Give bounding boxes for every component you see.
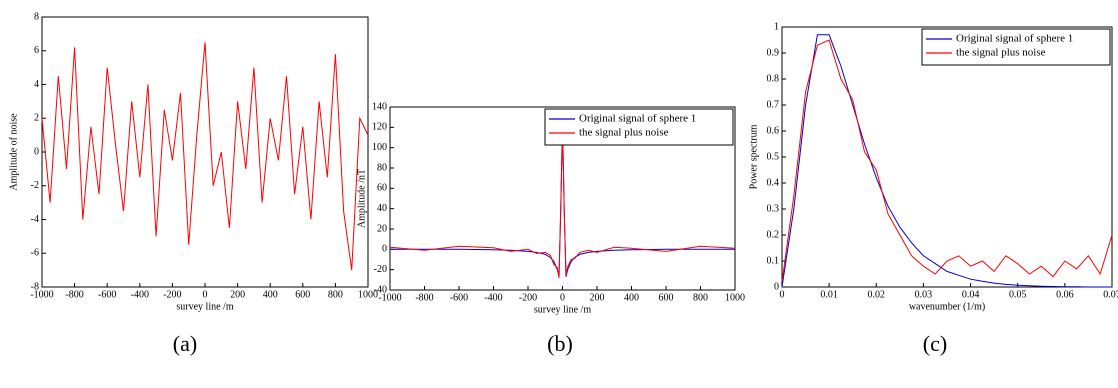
y-tick-label: 0	[382, 244, 387, 255]
x-tick-label: 200	[590, 292, 605, 303]
x-tick-label: 600	[659, 292, 674, 303]
y-tick-label: 8	[34, 11, 39, 22]
y-tick-label: -6	[31, 248, 39, 259]
y-tick-label: 0.4	[767, 177, 780, 188]
y-tick-label: 0	[774, 281, 779, 292]
plot-area	[781, 26, 1113, 288]
x-tick-label: 400	[624, 292, 639, 303]
y-tick-label: 60	[377, 183, 387, 194]
x-tick-label: 1000	[725, 292, 745, 303]
data-line	[781, 34, 1112, 288]
x-tick-label: 0	[203, 289, 208, 300]
y-tick-label: 80	[377, 162, 387, 173]
x-tick-label: 0.05	[1009, 289, 1027, 300]
y-tick-label: 0.1	[767, 255, 780, 266]
y-tick-label: -8	[31, 281, 39, 292]
legend-box	[921, 28, 1111, 66]
y-tick-label: 2	[34, 113, 39, 124]
y-axis-label: Power spectrum	[748, 124, 759, 189]
x-tick-label: 0.01	[820, 289, 838, 300]
legend-label: the signal plus noise	[579, 127, 669, 139]
x-tick-label: 600	[295, 289, 310, 300]
y-tick-label: -40	[374, 284, 387, 295]
y-tick-label: 0.3	[767, 203, 780, 214]
y-tick-label: 40	[377, 203, 387, 214]
x-tick-label: 0	[780, 289, 785, 300]
x-tick-label: -200	[519, 292, 537, 303]
y-axis-label: Amplitude /nT	[356, 169, 367, 228]
caption: (a)	[173, 331, 197, 356]
y-tick-label: 4	[34, 79, 39, 90]
y-axis-label: Amplitude of noise	[8, 113, 19, 191]
x-tick-label: -600	[98, 289, 116, 300]
x-tick-label: 200	[230, 289, 245, 300]
x-axis-label: survey line /m	[534, 304, 591, 315]
x-tick-label: -1000	[378, 292, 401, 303]
x-tick-label: -1000	[30, 289, 53, 300]
x-tick-label: 0.07	[1103, 289, 1118, 300]
y-tick-label: 0.7	[767, 99, 780, 110]
y-tick-label: 0.2	[767, 229, 780, 240]
x-tick-label: 800	[693, 292, 708, 303]
x-tick-label: -400	[484, 292, 502, 303]
x-tick-label: -400	[131, 289, 149, 300]
x-tick-label: -200	[163, 289, 181, 300]
data-line	[389, 125, 736, 278]
legend-label: the signal plus noise	[956, 47, 1046, 59]
legend-label: Original signal of sphere 1	[579, 113, 696, 125]
y-tick-label: 20	[377, 223, 387, 234]
x-tick-label: 0.03	[915, 289, 933, 300]
y-tick-label: 0.5	[767, 151, 780, 162]
x-tick-label: 800	[328, 289, 343, 300]
x-tick-label: 0	[560, 292, 565, 303]
y-tick-label: 0.9	[767, 47, 780, 58]
x-tick-label: -800	[65, 289, 83, 300]
x-tick-label: 0.02	[868, 289, 886, 300]
caption: (b)	[547, 331, 573, 356]
plot-area	[41, 16, 369, 288]
y-tick-label: 0.6	[767, 125, 780, 136]
data-line	[781, 39, 1113, 282]
x-tick-label: 0.06	[1056, 289, 1074, 300]
y-tick-label: 100	[372, 142, 387, 153]
y-tick-label: 1	[774, 21, 779, 32]
legend-label: Original signal of sphere 1	[956, 33, 1073, 45]
x-tick-label: 1000	[358, 289, 378, 300]
legend-box	[544, 108, 734, 146]
x-axis-label: wavenumber (1/m)	[909, 301, 985, 312]
y-tick-label: 0.8	[767, 73, 780, 84]
data-line	[41, 42, 369, 271]
y-tick-label: 6	[34, 45, 39, 56]
y-tick-label: 0	[34, 146, 39, 157]
y-tick-label: -2	[31, 180, 39, 191]
x-axis-label: survey line /m	[176, 301, 233, 312]
y-tick-label: 120	[372, 122, 387, 133]
x-tick-label: -600	[450, 292, 468, 303]
x-tick-label: -800	[415, 292, 433, 303]
caption: (c)	[923, 331, 947, 356]
x-tick-label: 400	[263, 289, 278, 300]
x-tick-label: 0.04	[962, 289, 980, 300]
y-tick-label: -4	[31, 214, 39, 225]
y-tick-label: 140	[372, 101, 387, 112]
y-tick-label: -20	[374, 264, 387, 275]
